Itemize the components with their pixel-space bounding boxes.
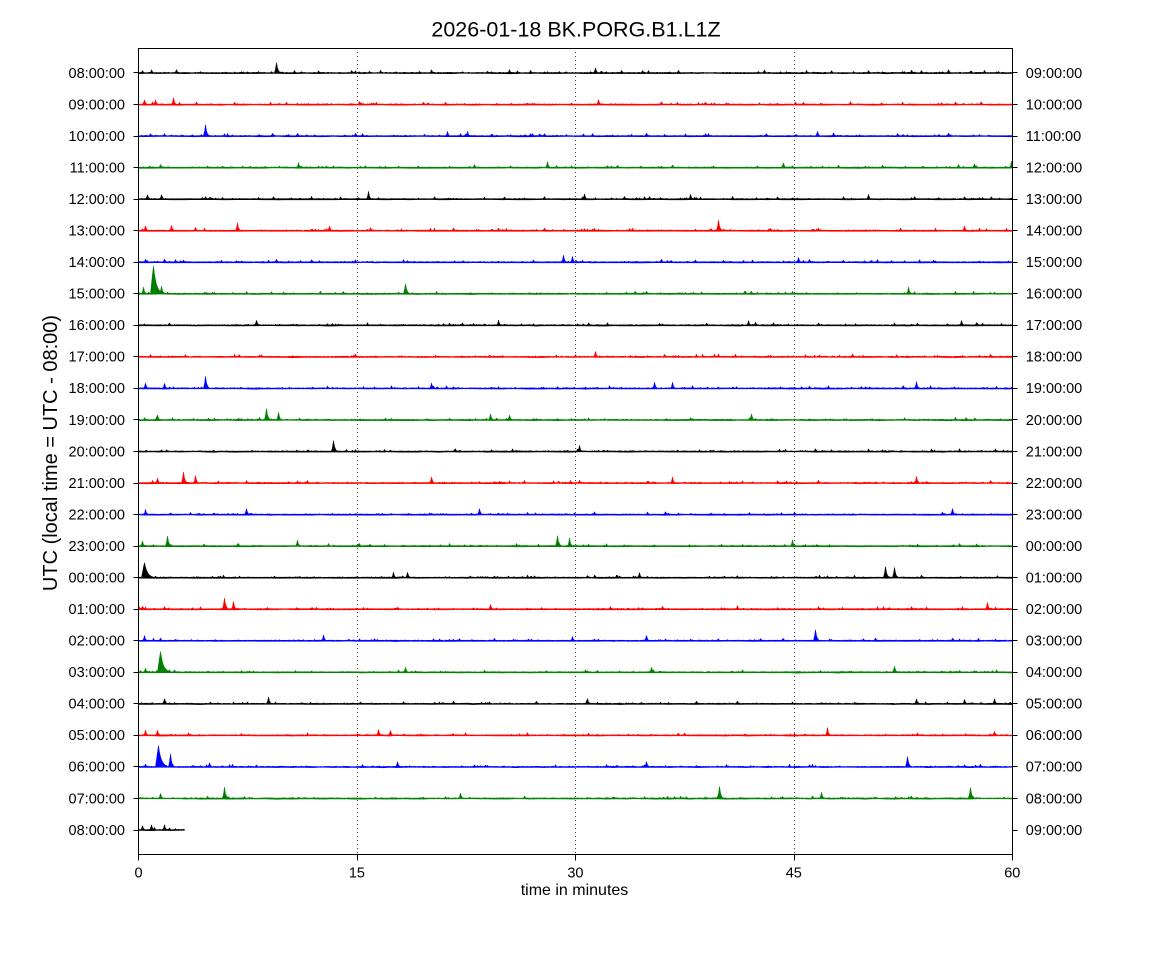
svg-text:05:00:00: 05:00:00 — [69, 728, 125, 744]
svg-text:0: 0 — [134, 866, 142, 882]
svg-text:14:00:00: 14:00:00 — [1026, 224, 1082, 240]
svg-text:07:00:00: 07:00:00 — [69, 791, 125, 807]
svg-text:23:00:00: 23:00:00 — [69, 539, 125, 555]
svg-text:04:00:00: 04:00:00 — [1026, 665, 1082, 681]
svg-text:60: 60 — [1004, 866, 1020, 882]
svg-text:2026-01-18 BK.PORG.B1.L1Z: 2026-01-18 BK.PORG.B1.L1Z — [431, 18, 720, 42]
svg-text:time in minutes: time in minutes — [521, 882, 629, 899]
svg-text:08:00:00: 08:00:00 — [69, 66, 125, 82]
svg-text:00:00:00: 00:00:00 — [1026, 539, 1082, 555]
svg-text:15:00:00: 15:00:00 — [1026, 255, 1082, 271]
svg-text:10:00:00: 10:00:00 — [1026, 97, 1082, 113]
svg-text:08:00:00: 08:00:00 — [69, 823, 125, 839]
svg-text:02:00:00: 02:00:00 — [1026, 602, 1082, 618]
svg-text:12:00:00: 12:00:00 — [1026, 160, 1082, 176]
svg-text:15: 15 — [349, 866, 365, 882]
svg-text:06:00:00: 06:00:00 — [69, 760, 125, 776]
svg-text:23:00:00: 23:00:00 — [1026, 507, 1082, 523]
svg-text:16:00:00: 16:00:00 — [69, 318, 125, 334]
svg-text:08:00:00: 08:00:00 — [1026, 791, 1082, 807]
svg-text:11:00:00: 11:00:00 — [1026, 129, 1081, 145]
svg-text:19:00:00: 19:00:00 — [1026, 381, 1082, 397]
svg-text:20:00:00: 20:00:00 — [69, 444, 125, 460]
svg-text:16:00:00: 16:00:00 — [1026, 287, 1082, 303]
svg-text:22:00:00: 22:00:00 — [1026, 476, 1082, 492]
svg-text:15:00:00: 15:00:00 — [69, 287, 125, 303]
svg-text:06:00:00: 06:00:00 — [1026, 728, 1082, 744]
svg-text:18:00:00: 18:00:00 — [1026, 350, 1082, 366]
svg-text:02:00:00: 02:00:00 — [69, 634, 125, 650]
svg-text:01:00:00: 01:00:00 — [1026, 571, 1082, 587]
svg-text:09:00:00: 09:00:00 — [1026, 823, 1082, 839]
svg-text:10:00:00: 10:00:00 — [69, 129, 125, 145]
svg-text:03:00:00: 03:00:00 — [69, 665, 125, 681]
svg-text:UTC (local time = UTC - 08:00): UTC (local time = UTC - 08:00) — [40, 315, 62, 591]
svg-text:11:00:00: 11:00:00 — [70, 160, 125, 176]
svg-text:13:00:00: 13:00:00 — [1026, 192, 1082, 208]
svg-text:14:00:00: 14:00:00 — [69, 255, 125, 271]
svg-text:19:00:00: 19:00:00 — [69, 413, 125, 429]
svg-text:18:00:00: 18:00:00 — [69, 381, 125, 397]
svg-text:09:00:00: 09:00:00 — [1026, 66, 1082, 82]
svg-text:30: 30 — [567, 866, 583, 882]
svg-text:04:00:00: 04:00:00 — [69, 697, 125, 713]
svg-text:17:00:00: 17:00:00 — [69, 350, 125, 366]
svg-text:45: 45 — [786, 866, 802, 882]
svg-text:13:00:00: 13:00:00 — [69, 224, 125, 240]
svg-text:03:00:00: 03:00:00 — [1026, 634, 1082, 650]
svg-text:09:00:00: 09:00:00 — [69, 97, 125, 113]
svg-text:01:00:00: 01:00:00 — [69, 602, 125, 618]
svg-text:00:00:00: 00:00:00 — [69, 571, 125, 587]
svg-text:21:00:00: 21:00:00 — [1026, 444, 1082, 460]
svg-text:21:00:00: 21:00:00 — [69, 476, 125, 492]
svg-text:12:00:00: 12:00:00 — [69, 192, 125, 208]
svg-text:20:00:00: 20:00:00 — [1026, 413, 1082, 429]
svg-text:07:00:00: 07:00:00 — [1026, 760, 1082, 776]
svg-text:22:00:00: 22:00:00 — [69, 507, 125, 523]
svg-text:05:00:00: 05:00:00 — [1026, 697, 1082, 713]
svg-text:17:00:00: 17:00:00 — [1026, 318, 1082, 334]
